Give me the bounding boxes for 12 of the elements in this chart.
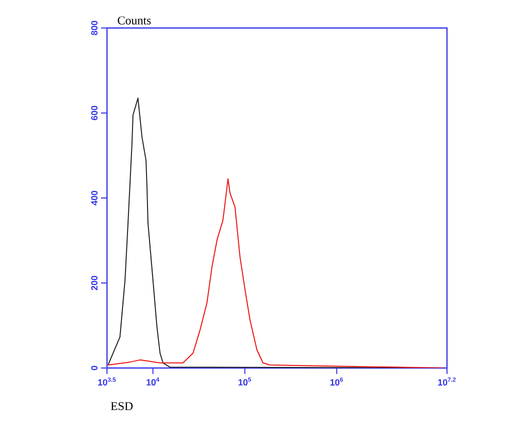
y-tick-label: 800 [91, 20, 98, 36]
x-tick-label: 10$^{7.2}$ [438, 378, 456, 386]
x-tick-label: 10$^{4}$ [146, 378, 160, 386]
y-tick-label: 600 [91, 106, 98, 120]
y-tick-label: 200 [91, 276, 98, 290]
x-axis-title: ESD [110, 402, 133, 410]
x-tick-label: 10$^{6}$ [330, 378, 343, 386]
y-axis-title: Counts [118, 16, 151, 24]
x-tick-label: 10$^{5}$ [238, 378, 252, 386]
y-tick-label: 400 [91, 190, 98, 206]
y-tick-label: 0 [91, 366, 98, 370]
x-tick-label: 10$^{3.5}$ [98, 378, 116, 386]
